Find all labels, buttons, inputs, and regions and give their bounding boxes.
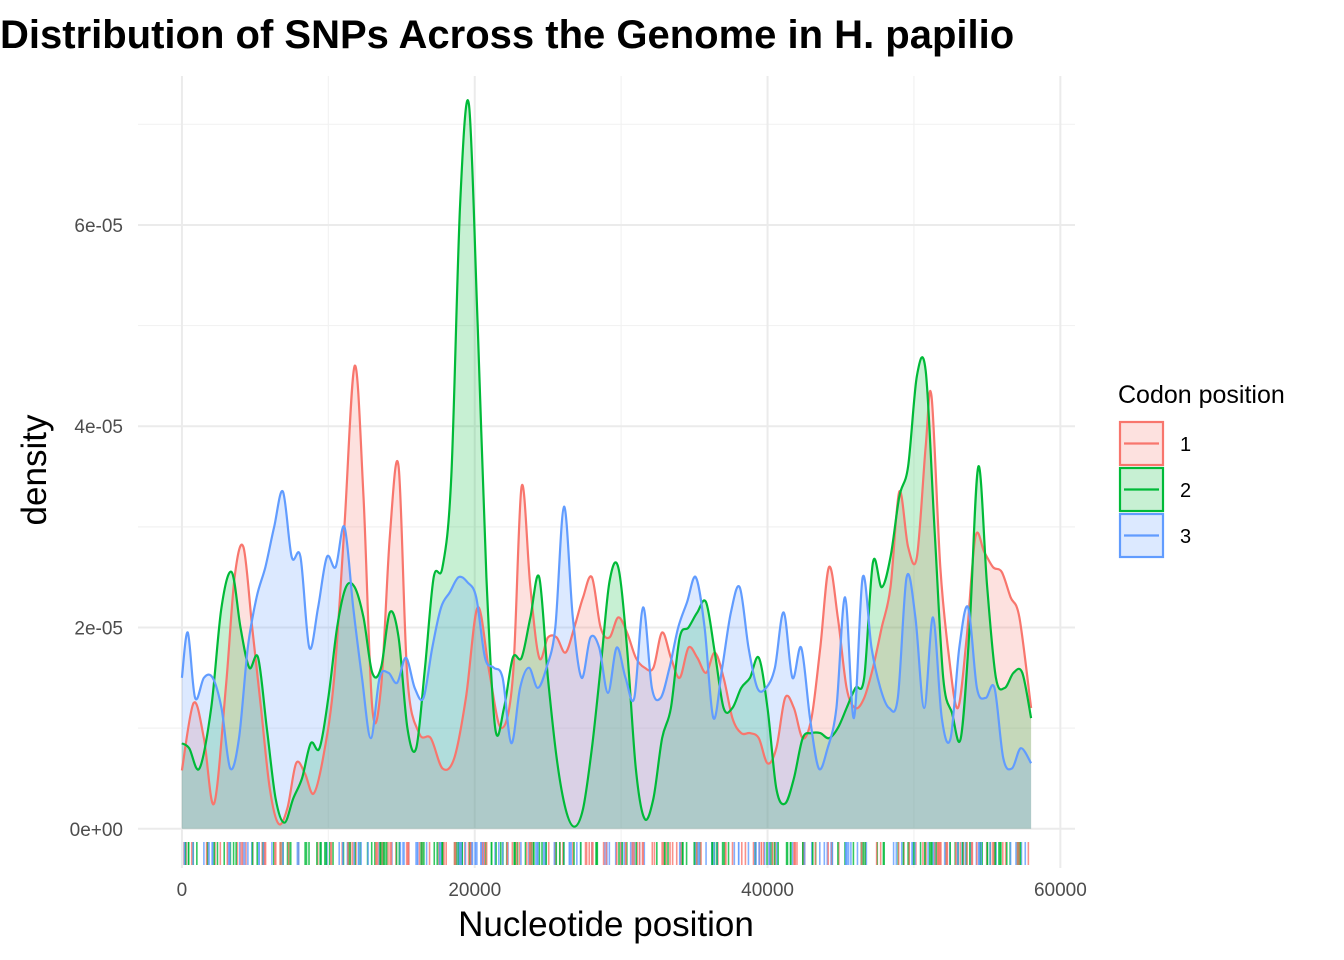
x-tick-label: 0 (177, 880, 188, 901)
x-axis-tick-labels: 0 20000 40000 60000 (177, 880, 1087, 901)
x-tick-label: 60000 (1034, 880, 1087, 901)
x-tick-label: 20000 (448, 880, 501, 901)
x-axis-title: Nucleotide position (458, 905, 754, 944)
y-axis-title: density (15, 414, 54, 525)
legend: Codon position 1 2 3 (1118, 381, 1285, 559)
y-tick-label: 6e-05 (74, 216, 123, 237)
chart-title: Distribution of SNPs Across the Genome i… (0, 13, 1014, 57)
legend-label-codon-1: 1 (1180, 434, 1191, 456)
y-axis-tick-labels: 0e+00 2e-05 4e-05 6e-05 (70, 216, 123, 841)
legend-label-codon-2: 2 (1180, 480, 1191, 502)
y-tick-label: 4e-05 (74, 417, 123, 438)
y-tick-label: 0e+00 (70, 820, 123, 841)
density-line-codon-3 (180, 490, 1033, 771)
legend-title: Codon position (1118, 381, 1285, 409)
rug-marks (183, 842, 1030, 865)
legend-label-codon-3: 3 (1180, 526, 1191, 548)
x-tick-label: 40000 (741, 880, 794, 901)
density-area-codon-2 (181, 100, 1032, 829)
grid-minor-lines (138, 76, 1075, 868)
density-area-codon-3 (181, 491, 1032, 829)
density-areas (181, 100, 1032, 829)
density-lines (180, 99, 1033, 828)
density-line-codon-2 (181, 99, 1033, 828)
grid-major-lines (138, 76, 1075, 868)
y-tick-label: 2e-05 (74, 618, 123, 639)
